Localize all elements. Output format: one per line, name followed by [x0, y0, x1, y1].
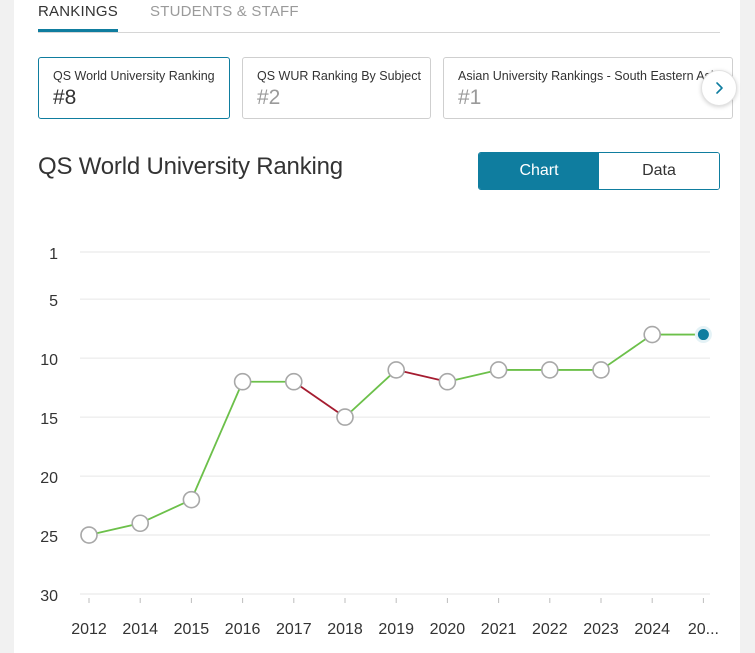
- x-tick-label: 2015: [174, 621, 210, 638]
- carousel-next-button[interactable]: [701, 70, 737, 106]
- x-tick-label: 2023: [583, 621, 619, 638]
- chart-view-button[interactable]: Chart: [479, 153, 599, 189]
- page-title: QS World University Ranking: [38, 153, 343, 180]
- data-point[interactable]: [592, 361, 610, 379]
- data-point[interactable]: [387, 361, 406, 379]
- data-point[interactable]: [131, 514, 149, 533]
- chevron-right-icon: [716, 82, 723, 94]
- improve-segment: [600, 333, 653, 371]
- x-tick-label: 2021: [481, 621, 517, 638]
- data-point[interactable]: [438, 372, 457, 391]
- ranking-card-label: QS World University Ranking: [53, 69, 215, 83]
- data-view-button[interactable]: Data: [599, 153, 719, 189]
- y-tick-label: 5: [49, 293, 58, 310]
- ranking-card-label: Asian University Rankings - South Easter…: [458, 69, 721, 83]
- data-point[interactable]: [182, 490, 201, 509]
- x-tick-label: 2022: [532, 621, 568, 638]
- ranking-card-rank: #1: [458, 86, 482, 109]
- y-tick-label: 10: [40, 352, 58, 369]
- data-point[interactable]: [540, 361, 559, 379]
- x-tick-label: 2018: [327, 621, 363, 638]
- improve-segment: [344, 369, 397, 418]
- y-tick-label: 25: [40, 529, 58, 546]
- x-tick-label: 2012: [71, 621, 107, 638]
- y-tick-label: 30: [40, 588, 58, 605]
- decline-segment: [293, 380, 346, 418]
- view-toggle: Chart Data: [478, 152, 720, 190]
- y-tick-label: 1: [49, 246, 58, 263]
- x-tick-label: 2017: [276, 621, 312, 638]
- ranking-card-rank: #8: [53, 86, 77, 109]
- data-point[interactable]: [336, 408, 354, 426]
- data-point[interactable]: [80, 526, 98, 544]
- tab-bar: RANKINGS STUDENTS & STAFF: [38, 0, 720, 33]
- x-tick-label: 2024: [634, 621, 670, 638]
- improve-segment: [190, 381, 244, 501]
- x-tick-label: 2020: [430, 621, 466, 638]
- x-tick-label: 20...: [688, 621, 719, 638]
- y-tick-label: 20: [40, 470, 58, 487]
- ranking-card-by-subject[interactable]: QS WUR Ranking By Subject #2: [242, 57, 431, 119]
- tab-rankings[interactable]: RANKINGS: [38, 3, 118, 32]
- data-point-current[interactable]: [694, 326, 712, 344]
- x-tick-label: 2019: [378, 621, 414, 638]
- ranking-card-rank: #2: [257, 86, 281, 109]
- data-point[interactable]: [489, 361, 508, 379]
- tab-students-staff[interactable]: STUDENTS & STAFF: [150, 3, 299, 20]
- x-tick-label: 2014: [122, 621, 158, 638]
- ranking-card-label: QS WUR Ranking By Subject: [257, 69, 421, 83]
- data-point[interactable]: [284, 372, 303, 391]
- improve-segment: [139, 498, 192, 525]
- x-tick-label: 2016: [225, 621, 261, 638]
- ranking-card-qs-world[interactable]: QS World University Ranking #8: [38, 57, 230, 119]
- data-point[interactable]: [233, 372, 252, 391]
- data-point[interactable]: [643, 325, 662, 344]
- rankings-panel: RANKINGS STUDENTS & STAFF QS World Unive…: [14, 0, 740, 653]
- y-tick-label: 15: [40, 411, 58, 428]
